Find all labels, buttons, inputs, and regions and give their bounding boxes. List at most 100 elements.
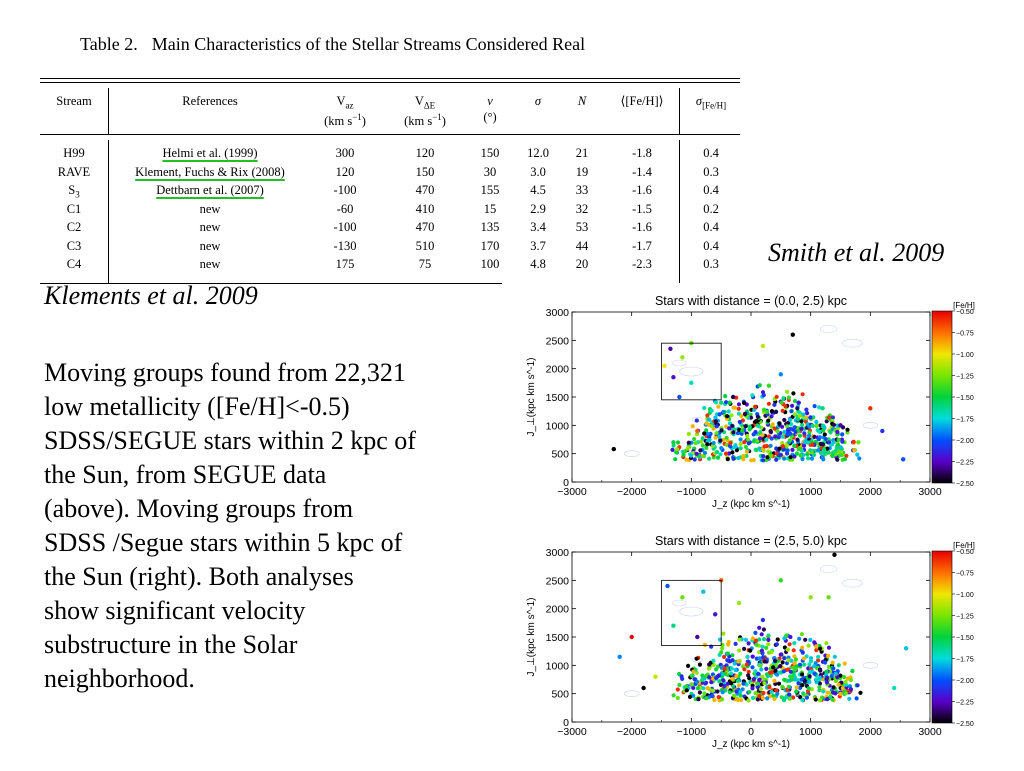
star-point bbox=[685, 446, 690, 451]
star-point bbox=[775, 637, 780, 642]
star-point bbox=[775, 691, 780, 696]
star-point bbox=[816, 448, 821, 453]
y-axis-label: J_⊥(kpc km s^-1) bbox=[526, 598, 537, 677]
star-point bbox=[797, 410, 802, 415]
star-point bbox=[768, 443, 773, 448]
star-point bbox=[852, 448, 857, 453]
table-cell-stream: C4 bbox=[66, 257, 82, 271]
x-tick-label: 3000 bbox=[918, 726, 942, 738]
table-cell-n: 32 bbox=[575, 201, 589, 216]
star-point bbox=[707, 456, 712, 461]
star-point bbox=[823, 660, 828, 665]
star-point bbox=[792, 443, 797, 448]
star-point bbox=[670, 447, 675, 452]
star-point bbox=[809, 456, 815, 461]
star-point bbox=[710, 693, 715, 699]
star-point bbox=[713, 435, 718, 440]
star-point bbox=[831, 666, 836, 671]
colorbar-tick-label: −2.50 bbox=[956, 481, 974, 488]
star-point bbox=[774, 457, 779, 462]
star-point bbox=[858, 690, 863, 695]
table-cell-vaz: -100 bbox=[333, 183, 357, 197]
x-tick-label: −2000 bbox=[617, 726, 647, 738]
star-point bbox=[689, 673, 694, 678]
star-point bbox=[814, 677, 819, 682]
star-point bbox=[730, 423, 735, 428]
star-point bbox=[794, 451, 799, 456]
table-cell-ref: Dettbarn et al. (2007) bbox=[156, 183, 264, 197]
star-point bbox=[766, 401, 771, 406]
star-point bbox=[694, 432, 700, 437]
star-point bbox=[730, 658, 735, 663]
star-point bbox=[836, 442, 841, 447]
star-point bbox=[778, 652, 783, 657]
star-point bbox=[765, 409, 770, 414]
star-point bbox=[750, 654, 755, 659]
table-cell-feh: -1.5 bbox=[632, 201, 652, 216]
star-point bbox=[758, 663, 763, 668]
star-point bbox=[705, 431, 710, 436]
star-point bbox=[686, 440, 691, 445]
table-cell-vaz: -100 bbox=[333, 220, 357, 234]
star-point bbox=[772, 678, 777, 683]
star-point bbox=[759, 648, 764, 653]
table-cell-sigma: 4.8 bbox=[530, 257, 546, 271]
table-top-rule-2 bbox=[40, 82, 740, 83]
star-point bbox=[738, 689, 743, 694]
y-tick-label: 0 bbox=[563, 477, 569, 489]
star-point bbox=[817, 681, 822, 686]
table-cell-feh: -1.4 bbox=[632, 164, 652, 179]
table-cell-sigma: 2.9 bbox=[530, 201, 546, 216]
star-point bbox=[848, 687, 854, 692]
star-point bbox=[744, 662, 749, 667]
star-point bbox=[722, 671, 727, 676]
star-point bbox=[797, 662, 803, 667]
x-axis-label: J_z (kpc km s^-1) bbox=[712, 499, 790, 510]
star-point bbox=[764, 645, 769, 650]
star-point bbox=[829, 674, 834, 679]
credit-smith: Smith et al. 2009 bbox=[768, 238, 945, 267]
colorbar-tick-label: −0.50 bbox=[956, 309, 974, 316]
star-point bbox=[736, 406, 741, 411]
star-point bbox=[825, 690, 830, 695]
star-point bbox=[700, 680, 705, 685]
star-point bbox=[783, 404, 788, 409]
star-point bbox=[842, 661, 847, 666]
star-point bbox=[673, 457, 678, 462]
table-cell-n: 19 bbox=[575, 164, 589, 179]
star-point bbox=[787, 692, 792, 697]
star-point bbox=[730, 676, 735, 681]
star-point bbox=[761, 655, 766, 660]
x-tick-label: −1000 bbox=[677, 726, 707, 738]
star-point bbox=[735, 431, 740, 436]
star-point bbox=[741, 457, 746, 462]
table-label: Table 2. bbox=[80, 34, 138, 54]
table-cell-sfeh: 0.3 bbox=[703, 257, 719, 271]
star-point bbox=[795, 406, 800, 411]
star-point bbox=[728, 444, 733, 449]
star-point bbox=[730, 450, 735, 455]
star-point bbox=[782, 645, 787, 650]
star-point bbox=[734, 448, 739, 453]
star-point bbox=[731, 430, 736, 435]
star-point bbox=[826, 645, 832, 650]
star-point bbox=[836, 437, 841, 442]
star-point bbox=[814, 644, 819, 649]
star-point bbox=[825, 697, 830, 702]
star-point bbox=[750, 686, 755, 691]
star-point bbox=[832, 552, 837, 557]
colorbar-tick-label: −2.50 bbox=[956, 721, 974, 728]
star-point bbox=[816, 437, 821, 442]
table-cell-sfeh: 0.3 bbox=[703, 164, 719, 179]
star-point bbox=[732, 661, 737, 666]
star-point bbox=[714, 431, 719, 436]
table-cell-nu: 135 bbox=[480, 220, 500, 234]
colorbar bbox=[931, 310, 953, 484]
star-point bbox=[792, 425, 797, 430]
star-point bbox=[797, 433, 803, 438]
table-cell-feh: -2.3 bbox=[632, 257, 652, 271]
star-point bbox=[770, 422, 775, 427]
star-point bbox=[830, 697, 835, 702]
header-feh: ⟨[Fe/H]⟩ bbox=[620, 94, 664, 108]
star-point bbox=[812, 434, 817, 439]
